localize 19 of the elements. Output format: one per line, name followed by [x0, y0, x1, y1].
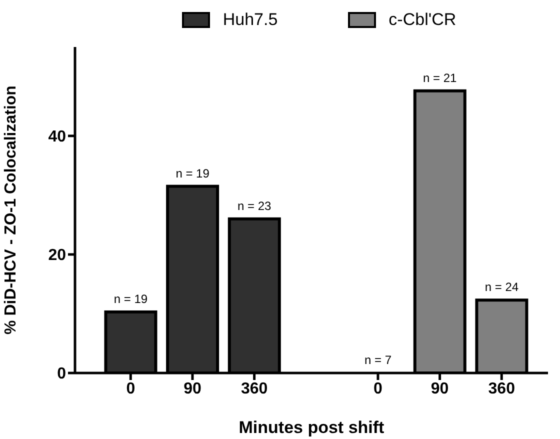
x-tick-label: 360 [240, 380, 268, 398]
x-tick-label: 0 [374, 380, 383, 398]
annotation: n = 23 [238, 198, 272, 213]
annotation: n = 21 [423, 70, 458, 85]
legend-label: Huh7.5 [222, 10, 278, 30]
annotation: n = 19 [176, 166, 210, 180]
annotation: n = 7 [364, 353, 392, 367]
legend-label: c-Cbl'CR [388, 10, 456, 30]
x-tick-label: 360 [488, 380, 516, 398]
y-tick-label: 20 [48, 247, 66, 264]
x-tick-label: 90 [430, 380, 449, 398]
y-tick-label: 40 [48, 128, 66, 146]
annotation: n = 24 [484, 280, 519, 294]
annotation: n = 19 [114, 292, 148, 306]
y-tick-label: 0 [57, 366, 66, 383]
y-axis-title: % DiD-HCV - ZO-1 Colocalization [2, 86, 20, 334]
x-axis-title: Minutes post shift [238, 418, 385, 437]
x-tick-label: 90 [184, 380, 202, 398]
x-tick-label: 0 [126, 380, 136, 398]
